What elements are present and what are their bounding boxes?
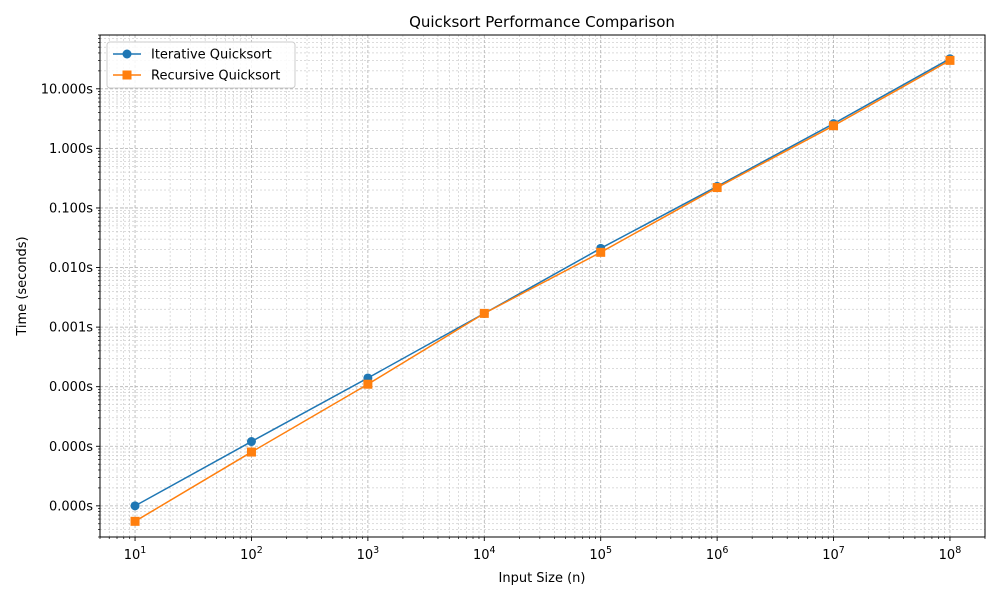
legend-marker — [122, 70, 132, 80]
x-tick-label: 104 — [473, 545, 496, 563]
y-tick-label: 0.001s — [49, 321, 93, 336]
y-axis-label: Time (seconds) — [15, 236, 30, 336]
y-tick-label: 1.000s — [49, 142, 93, 157]
x-tick-label: 105 — [589, 545, 612, 563]
data-point — [246, 447, 256, 457]
series-line — [134, 59, 951, 522]
y-tick-label: 0.000s — [49, 499, 93, 514]
x-tick-label: 106 — [706, 545, 729, 563]
x-tick-label: 102 — [240, 545, 263, 563]
data-point — [363, 379, 373, 389]
axes: 101 102 103 104 105 106 107 108 0.000s 0.000s 0.00… — [41, 34, 986, 563]
data-point — [479, 308, 489, 318]
x-axis-label: Input Size (n) — [499, 571, 586, 586]
legend-entry: Iterative Quicksort — [113, 48, 272, 63]
legend-marker — [122, 49, 132, 59]
legend-label: Iterative Quicksort — [151, 48, 272, 63]
grid — [99, 34, 986, 538]
legend-box — [106, 41, 296, 89]
y-tick-label: 10.000s — [41, 82, 93, 97]
legend: Iterative Quicksort Recursive Quicksort — [106, 41, 296, 89]
data-point — [246, 437, 256, 447]
data-point — [130, 501, 140, 511]
series-2 — [130, 55, 955, 526]
data-point — [945, 55, 955, 65]
x-tick-label: 107 — [822, 545, 845, 563]
y-tick-label: 0.000s — [49, 380, 93, 395]
y-tick-label: 0.010s — [49, 261, 93, 276]
y-tick-label: 0.100s — [49, 201, 93, 216]
series-line — [134, 58, 951, 507]
x-tick-label: 101 — [124, 545, 147, 563]
data-point — [130, 516, 140, 526]
data-point — [712, 183, 722, 193]
x-tick-label: 103 — [357, 545, 380, 563]
y-tick-label: 0.000s — [49, 440, 93, 455]
legend-entry: Recursive Quicksort — [113, 69, 280, 84]
data-point — [596, 247, 606, 257]
chart-title: Quicksort Performance Comparison — [409, 13, 675, 31]
data-point — [829, 121, 839, 131]
legend-label: Recursive Quicksort — [151, 69, 280, 84]
x-tick-label: 108 — [939, 545, 962, 563]
series-layer — [130, 54, 955, 526]
plot-frame — [99, 34, 986, 538]
